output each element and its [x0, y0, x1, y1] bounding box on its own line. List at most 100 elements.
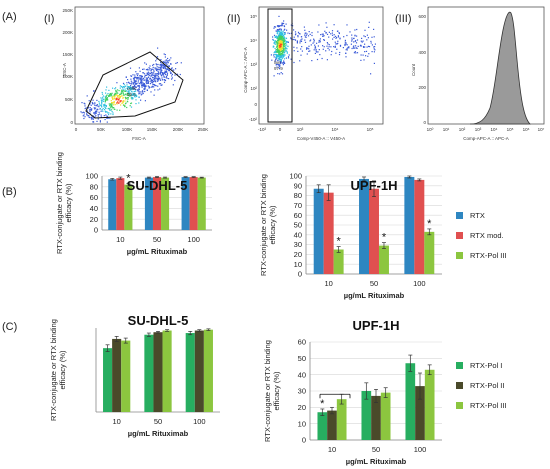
- density-dot: [90, 116, 93, 119]
- density-dot: [139, 92, 141, 95]
- density-dot: [134, 90, 136, 93]
- bar: [424, 369, 435, 440]
- density-dot: [338, 32, 340, 35]
- density-dot: [279, 34, 281, 36]
- density-dot: [353, 47, 355, 49]
- density-dot: [293, 29, 295, 31]
- density-dot: [158, 66, 160, 68]
- density-dot: [167, 60, 169, 62]
- density-dot: [109, 105, 111, 107]
- density-dot: [98, 113, 101, 115]
- density-dot: [135, 86, 137, 88]
- density-dot: [105, 97, 107, 99]
- density-dot: [104, 105, 106, 107]
- density-dot: [281, 25, 283, 27]
- density-dot: [373, 36, 375, 38]
- density-dot: [277, 41, 279, 43]
- density-dot: [373, 28, 375, 30]
- density-dot: [107, 117, 109, 119]
- density-dot: [319, 41, 321, 43]
- density-dot: [130, 75, 133, 77]
- density-dot: [88, 116, 90, 118]
- density-dot: [133, 86, 135, 88]
- density-dot: [112, 98, 114, 100]
- density-dot: [283, 54, 285, 56]
- density-dot: [152, 68, 154, 70]
- density-dot: [344, 41, 346, 43]
- density-dot: [280, 42, 282, 44]
- density-dot: [283, 60, 285, 62]
- density-dot: [294, 39, 297, 41]
- y-tick-label: 50: [294, 221, 302, 230]
- density-dot: [281, 54, 283, 57]
- significance-star: *: [336, 236, 341, 248]
- y-tick-label: 0: [298, 270, 302, 279]
- density-dot: [111, 102, 113, 104]
- density-dot: [180, 62, 182, 64]
- density-dot: [87, 115, 89, 117]
- density-dot: [167, 65, 169, 67]
- flow-plot-3-xtick: 10¹: [443, 127, 450, 132]
- flow-plot-1-gate-name: cells: [127, 86, 137, 91]
- y-tick-label: 90: [294, 181, 302, 190]
- density-dot: [133, 87, 135, 89]
- density-dot: [134, 93, 136, 95]
- density-dot: [273, 34, 276, 36]
- density-dot: [176, 62, 178, 64]
- density-dot: [139, 75, 141, 77]
- density-dot: [164, 72, 166, 74]
- density-dot: [136, 82, 138, 84]
- density-dot: [165, 65, 167, 67]
- density-dot: [283, 48, 285, 51]
- density-dot: [277, 59, 279, 61]
- density-dot: [279, 51, 281, 53]
- density-dot: [102, 95, 105, 97]
- density-dot: [278, 39, 280, 41]
- density-dot: [138, 91, 140, 93]
- density-dot: [280, 35, 282, 37]
- density-dot: [297, 35, 299, 37]
- density-dot: [97, 115, 99, 117]
- density-dot: [272, 38, 274, 41]
- density-dot: [274, 43, 276, 45]
- density-dot: [319, 54, 321, 56]
- density-dot: [277, 33, 279, 35]
- density-dot: [154, 67, 156, 69]
- density-dot: [125, 93, 127, 95]
- density-dot: [92, 103, 94, 105]
- density-dot: [279, 54, 282, 56]
- density-dot: [132, 77, 135, 79]
- density-dot: [344, 44, 346, 47]
- density-dot: [300, 54, 302, 56]
- density-dot: [339, 37, 341, 39]
- density-dot: [277, 51, 279, 53]
- density-dot: [315, 48, 317, 51]
- flow-plot-3-xtick: 10⁶: [523, 127, 530, 132]
- density-dot: [87, 107, 90, 109]
- density-dot: [362, 54, 364, 56]
- density-dot: [122, 82, 125, 84]
- density-dot: [142, 85, 144, 87]
- density-dot: [130, 102, 132, 105]
- density-dot: [282, 56, 284, 59]
- density-dot: [105, 99, 107, 101]
- density-dot: [144, 62, 146, 64]
- density-dot: [166, 64, 168, 66]
- density-dot: [120, 92, 122, 94]
- density-dot: [115, 90, 117, 92]
- density-dot: [337, 42, 339, 44]
- density-dot: [144, 90, 146, 93]
- density-dot: [157, 68, 159, 70]
- density-dot: [157, 68, 159, 71]
- density-dot: [306, 33, 308, 35]
- density-dot: [286, 41, 289, 43]
- density-dot: [95, 115, 97, 117]
- density-dot: [146, 79, 148, 81]
- density-dot: [113, 104, 115, 106]
- density-dot: [352, 46, 354, 48]
- density-dot: [129, 105, 131, 107]
- density-dot: [171, 75, 173, 77]
- density-dot: [162, 73, 164, 75]
- density-dot: [284, 44, 286, 46]
- density-dot: [168, 69, 170, 71]
